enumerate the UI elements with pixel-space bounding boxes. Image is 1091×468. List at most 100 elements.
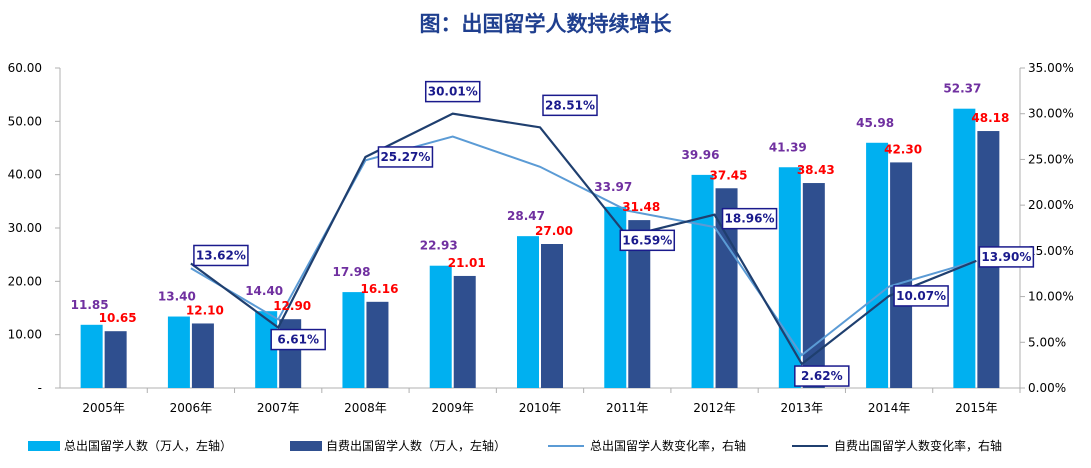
bar-self-label: 27.00 (535, 224, 573, 238)
bars (80, 108, 1000, 389)
bar-self-label: 48.18 (971, 111, 1009, 125)
bar-self-label: 38.43 (797, 163, 835, 177)
bar-self-funded (453, 275, 476, 388)
bar-self-label: 12.10 (186, 303, 224, 317)
left-tick-label: - (38, 381, 42, 395)
bar-total-label: 28.47 (507, 209, 545, 223)
bar-total (167, 316, 190, 388)
rate-label: 2.62% (801, 369, 843, 383)
x-tick-label: 2005年 (82, 401, 125, 415)
bar-total (953, 108, 976, 389)
rate-label: 25.27% (380, 150, 430, 164)
rate-label-box (893, 285, 949, 307)
bar-total (80, 324, 103, 388)
bar-self-funded (541, 244, 563, 388)
bar-total-label: 17.98 (332, 265, 370, 279)
x-tick-label: 2015年 (955, 401, 998, 415)
x-tick-label: 2013年 (781, 401, 824, 415)
x-tick-label: 2014年 (868, 401, 911, 415)
bar-self-funded (366, 301, 389, 388)
bar-self-label: 42.30 (884, 142, 922, 156)
rate-label-box (619, 229, 676, 252)
rate-label-box (721, 207, 778, 230)
rate-label: 10.07% (896, 289, 946, 303)
rate-label: 13.62% (196, 248, 246, 262)
bar-total-label: 11.85 (71, 298, 109, 312)
right-tick-label: 15.00% (1028, 244, 1074, 258)
bar-self-funded (191, 323, 214, 388)
bar-total (429, 265, 452, 388)
legend-entry: 自费出国留学人数（万人，左轴） (326, 438, 506, 453)
right-tick-label: 10.00% (1028, 290, 1074, 304)
rate-label: 18.96% (725, 212, 775, 226)
bar-total (342, 292, 365, 388)
legend: 总出国留学人数（万人，左轴） 自费出国留学人数（万人，左轴） 总出国留学人数变化率，… (28, 438, 1002, 453)
rate-label-box (424, 80, 481, 103)
bar-total-label: 41.39 (769, 140, 807, 154)
bar-total-label: 39.96 (682, 148, 720, 162)
bar-self-label: 10.65 (99, 311, 137, 325)
bar-self-funded (628, 220, 651, 388)
x-tick-label: 2006年 (170, 401, 213, 415)
right-tick-label: 20.00% (1028, 198, 1074, 212)
bar-total (866, 142, 889, 388)
left-tick-label: 10.00 (8, 328, 42, 342)
rate-label-box (270, 328, 326, 351)
rate-label-box (978, 246, 1035, 268)
bar-total (691, 174, 714, 388)
rate-label: 6.61% (277, 333, 319, 347)
bar-total-label: 52.37 (943, 82, 981, 96)
rate-label: 28.51% (545, 98, 595, 112)
bar-self-funded (104, 331, 127, 388)
bar-total (604, 206, 627, 388)
line-self-rate (190, 112, 977, 366)
rate-label-box (193, 244, 249, 267)
bar-self-label: 16.16 (360, 282, 398, 296)
x-tick-label: 2012年 (693, 401, 736, 415)
x-tick-label: 2009年 (431, 401, 474, 415)
bar-total-label: 13.40 (158, 290, 196, 304)
rate-label-box (377, 146, 434, 168)
right-tick-label: 35.00% (1028, 61, 1074, 75)
rate-label-box (542, 94, 598, 117)
left-tick-label: 40.00 (8, 168, 42, 182)
bar-total-label: 14.40 (245, 284, 283, 298)
chart-title: 图：出国留学人数持续增长 (419, 11, 672, 36)
bar-self-funded (802, 183, 825, 388)
bar-total-label: 22.93 (420, 239, 458, 253)
bar-total-label: 33.97 (594, 180, 632, 194)
x-tick-label: 2007年 (257, 401, 300, 415)
legend-entry: 自费出国留学人数变化率，右轴 (834, 438, 1002, 453)
rate-label: 13.90% (981, 250, 1031, 264)
left-tick-label: 50.00 (8, 114, 42, 128)
legend-entry: 总出国留学人数（万人，左轴） (64, 438, 232, 453)
right-tick-label: 5.00% (1028, 335, 1066, 349)
legend-swatch (290, 441, 322, 451)
bar-total-label: 45.98 (856, 116, 894, 130)
bar-self-label: 37.45 (710, 168, 748, 182)
legend-entry: 总出国留学人数变化率，右轴 (590, 438, 746, 453)
x-tick-label: 2008年 (344, 401, 387, 415)
rate-label-box (794, 365, 850, 387)
right-tick-label: 0.00% (1028, 381, 1066, 395)
bar-self-label: 21.01 (448, 256, 486, 270)
left-tick-label: 20.00 (8, 274, 42, 288)
bar-self-funded (890, 162, 913, 388)
bar-self-label: 31.48 (622, 200, 660, 214)
bar-total (517, 236, 539, 388)
line-total-rate (190, 135, 977, 357)
rate-label: 30.01% (428, 85, 478, 99)
axes: - 10.00 20.00 30.00 40.00 50.00 60.00 0.00% 5.00… (8, 61, 1074, 415)
x-tick-label: 2010年 (519, 401, 562, 415)
bar-self-label: 12.90 (273, 299, 311, 313)
x-tick-label: 2011年 (606, 401, 649, 415)
right-tick-label: 25.00% (1028, 152, 1074, 166)
left-tick-label: 60.00 (8, 61, 42, 75)
lines (190, 112, 977, 366)
rate-label: 16.59% (622, 233, 672, 247)
right-tick-label: 30.00% (1028, 107, 1074, 121)
legend-swatch (28, 441, 60, 451)
left-tick-label: 30.00 (8, 221, 42, 235)
